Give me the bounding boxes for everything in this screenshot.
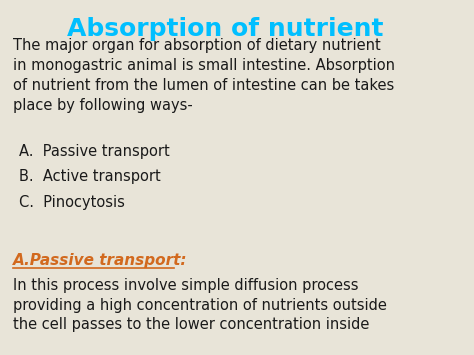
Text: B.  Active transport: B. Active transport	[19, 169, 161, 184]
Text: In this process involve simple diffusion process
providing a high concentration : In this process involve simple diffusion…	[13, 278, 386, 333]
Text: Absorption of nutrient: Absorption of nutrient	[67, 17, 383, 41]
Text: A.  Passive transport: A. Passive transport	[19, 144, 170, 159]
Text: A.Passive transport:: A.Passive transport:	[13, 253, 187, 268]
Text: The major organ for absorption of dietary nutrient
in monogastric animal is smal: The major organ for absorption of dietar…	[13, 38, 394, 113]
Text: C.  Pinocytosis: C. Pinocytosis	[19, 195, 125, 210]
